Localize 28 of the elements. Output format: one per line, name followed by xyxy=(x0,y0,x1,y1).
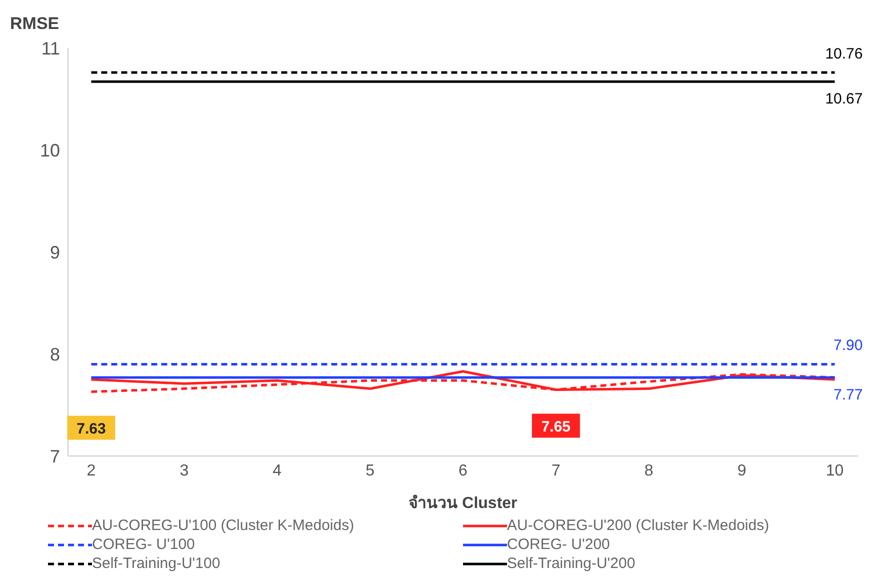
data-label: 7.63 xyxy=(76,420,106,438)
y-axis-title: RMSE xyxy=(10,14,60,34)
y-tick-label: 9 xyxy=(50,242,60,262)
y-tick-label: 7 xyxy=(50,446,60,466)
data-label: 7.90 xyxy=(834,337,863,354)
legend-label: Self-Training-U'100 xyxy=(92,555,220,572)
y-tick-label: 11 xyxy=(41,38,60,58)
x-tick-label: 5 xyxy=(366,462,375,480)
y-tick-label: 8 xyxy=(50,344,60,364)
x-tick-label: 4 xyxy=(272,462,282,480)
legend-label: COREG- U'100 xyxy=(92,536,195,553)
data-label: 10.76 xyxy=(825,45,863,62)
legend-label: Self-Training-U'200 xyxy=(507,555,636,572)
x-tick-label: 8 xyxy=(644,462,654,480)
data-label: 7.65 xyxy=(541,418,571,436)
legend-label: COREG- U'200 xyxy=(507,536,610,553)
data-label: 7.77 xyxy=(834,386,863,404)
x-tick-label: 10 xyxy=(826,462,844,480)
x-axis-title: จำนวน Cluster xyxy=(408,494,518,512)
y-tick-label: 10 xyxy=(40,140,60,160)
x-tick-label: 2 xyxy=(86,462,96,480)
data-label: 10.67 xyxy=(825,90,863,108)
x-tick-label: 3 xyxy=(180,462,189,480)
legend-label: AU-COREG-U'100 (Cluster K-Medoids) xyxy=(92,517,354,534)
x-tick-label: 6 xyxy=(458,462,468,480)
x-tick-label: 7 xyxy=(551,462,560,480)
x-tick-label: 9 xyxy=(737,462,746,480)
legend-label: AU-COREG-U'200 (Cluster K-Medoids) xyxy=(507,517,770,534)
